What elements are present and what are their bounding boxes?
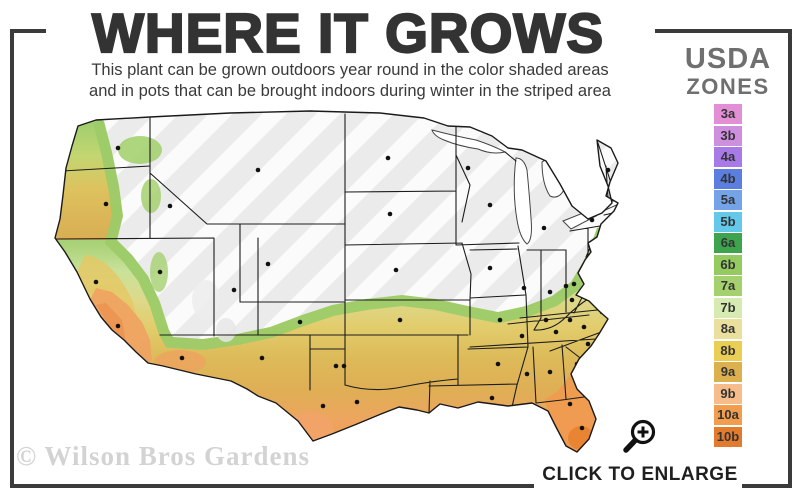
zone-swatch-9a: 9a [714, 362, 742, 382]
zone-swatch-10a: 10a [714, 405, 742, 425]
zone-swatch-6b: 6b [714, 254, 742, 275]
zone-swatch-5b: 5b [714, 211, 742, 232]
subtitle-line-2: and in pots that can be brought indoors … [89, 82, 611, 100]
enlarge-label: CLICK TO ENLARGE [542, 464, 738, 485]
frame-top-right-segment [655, 29, 792, 33]
subtitle-line-1: This plant can be grown outdoors year ro… [91, 61, 609, 79]
zone-swatch-9b: 9b [714, 383, 742, 404]
zone-swatch-4b: 4b [714, 168, 742, 189]
zone-swatch-8b: 8b [714, 340, 742, 361]
frame-bottom-left-segment [10, 484, 534, 488]
us-outline [54, 110, 619, 453]
page-subtitle: This plant can be grown outdoors year ro… [0, 60, 700, 102]
magnifier-zoom-icon [623, 419, 656, 453]
frame-top-left-segment [10, 29, 46, 33]
zone-swatch-4a: 4a [714, 147, 742, 167]
page-title: WHERE IT GROWS [91, 1, 605, 65]
frame-bottom-right-segment [742, 484, 792, 488]
legend-title-zones: ZONES [686, 74, 770, 99]
zone-swatch-3a: 3a [714, 104, 742, 124]
zone-swatch-3b: 3b [714, 125, 742, 146]
watermark: © Wilson Bros Gardens [16, 441, 310, 471]
frame-left-edge [10, 29, 14, 488]
zone-swatch-7a: 7a [714, 276, 742, 296]
usda-zones-legend: USDA ZONES 3a 3b 4a 4b 5a 5b 6a 6b 7a 7b 8a 8b 9a 9b 1… [662, 44, 794, 448]
zone-swatch-7b: 7b [714, 297, 742, 318]
enlarge-control[interactable]: CLICK TO ENLARGE [540, 418, 740, 486]
zone-swatch-6a: 6a [714, 233, 742, 253]
frame-right-edge [788, 29, 792, 488]
zone-list: 3a 3b 4a 4b 5a 5b 6a 6b 7a 7b 8a 8b 9a 9b 10a 10b [662, 104, 794, 447]
legend-title-usda: USDA [684, 43, 772, 75]
zone-swatch-8a: 8a [714, 319, 742, 339]
zone-swatch-5a: 5a [714, 190, 742, 210]
zone-swatch-10b: 10b [714, 426, 742, 447]
